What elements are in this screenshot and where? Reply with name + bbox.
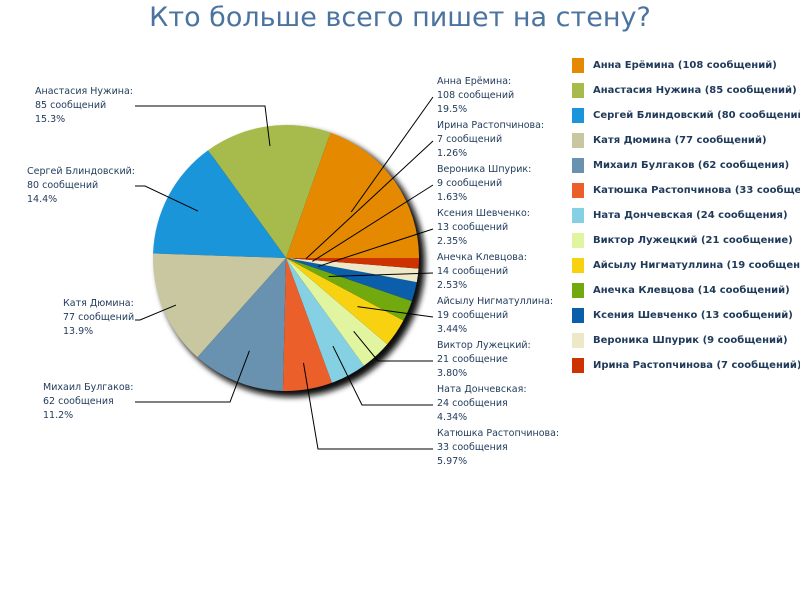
slice-label: Анна Ерёмина: 108 сообщений 19.5% xyxy=(437,76,514,115)
legend-label: Ксения Шевченко (13 сообщений) xyxy=(593,310,793,321)
legend-item[interactable]: Катя Дюмина (77 сообщений) xyxy=(572,128,800,153)
pie-slice xyxy=(286,258,419,283)
pie-slice xyxy=(286,258,388,366)
slice-label: Ната Дончевская: 24 сообщения 4.34% xyxy=(437,384,527,423)
legend-item[interactable]: Катюшка Растопчинова (33 сообщения xyxy=(572,178,800,203)
leader-line xyxy=(135,105,271,147)
legend-label: Михаил Булгаков (62 сообщения) xyxy=(593,160,790,171)
legend-item[interactable]: Анастасия Нужина (85 сообщений) xyxy=(572,78,800,103)
legend-item[interactable]: Ната Дончевская (24 сообщения) xyxy=(572,203,800,228)
leader-line xyxy=(302,362,433,450)
legend-label: Вероника Шпурик (9 сообщений) xyxy=(593,335,788,346)
leader-line xyxy=(305,140,434,260)
slice-label: Катя Дюмина: 77 сообщений 13.9% xyxy=(63,298,134,337)
legend-label: Ната Дончевская (24 сообщения) xyxy=(593,210,788,221)
slice-label: Михаил Булгаков: 62 сообщения 11.2% xyxy=(43,382,133,421)
legend-item[interactable]: Ксения Шевченко (13 сообщений) xyxy=(572,303,800,328)
legend-swatch xyxy=(572,333,584,348)
leader-line xyxy=(357,306,434,318)
legend-swatch xyxy=(572,158,584,173)
leader-line xyxy=(135,185,199,212)
leader-line xyxy=(328,272,434,278)
legend-label: Анастасия Нужина (85 сообщений) xyxy=(593,85,797,96)
legend-item[interactable]: Ирина Растопчинова (7 сообщений) xyxy=(572,353,800,378)
leader-line xyxy=(312,184,434,262)
slice-label: Ксения Шевченко: 13 сообщений 2.35% xyxy=(437,208,530,247)
leader-line xyxy=(350,96,434,213)
legend-item[interactable]: Айсылу Нигматуллина (19 сообщени xyxy=(572,253,800,278)
legend-swatch xyxy=(572,233,584,248)
legend-item[interactable]: Михаил Булгаков (62 сообщения) xyxy=(572,153,800,178)
legend-swatch xyxy=(572,358,584,373)
pie-slice xyxy=(286,258,364,383)
legend: Анна Ерёмина (108 сообщений) Анастасия Ну… xyxy=(572,53,800,378)
pie-slice xyxy=(286,258,419,269)
pie-slice xyxy=(197,258,286,391)
legend-swatch xyxy=(572,58,584,73)
chart-title: Кто больше всего пишет на стену? xyxy=(149,2,651,33)
legend-item[interactable]: Сергей Блиндовский (80 сообщений) xyxy=(572,103,800,128)
legend-swatch xyxy=(572,83,584,98)
legend-swatch xyxy=(572,208,584,223)
pie-slice xyxy=(153,150,286,258)
pie-slice xyxy=(152,253,286,358)
leader-line xyxy=(353,330,433,362)
pie-slice xyxy=(286,258,404,345)
legend-swatch xyxy=(572,133,584,148)
legend-item[interactable]: Анна Ерёмина (108 сообщений) xyxy=(572,53,800,78)
legend-label: Виктор Лужецкий (21 сообщение) xyxy=(593,235,793,246)
pie-slice xyxy=(282,258,332,391)
leader-line xyxy=(135,304,177,321)
leader-line xyxy=(332,345,433,406)
legend-swatch xyxy=(572,283,584,298)
legend-label: Анечка Клевцова (14 сообщений) xyxy=(593,285,790,296)
legend-label: Ирина Растопчинова (7 сообщений) xyxy=(593,360,800,371)
slice-label: Катюшка Растопчинова: 33 сообщения 5.97% xyxy=(437,428,559,467)
pie-slice xyxy=(208,124,331,258)
slice-label: Анастасия Нужина: 85 сообщений 15.3% xyxy=(35,86,133,125)
slice-label: Сергей Блиндовский: 80 сообщений 14.4% xyxy=(27,166,135,205)
leader-line xyxy=(318,228,434,267)
legend-label: Катя Дюмина (77 сообщений) xyxy=(593,135,767,146)
pie-slice xyxy=(286,258,417,302)
legend-label: Айсылу Нигматуллина (19 сообщени xyxy=(593,260,800,271)
legend-label: Сергей Блиндовский (80 сообщений) xyxy=(593,110,800,121)
pie-slice xyxy=(286,258,412,321)
slice-label: Вероника Шпурик: 9 сообщений 1.63% xyxy=(437,164,531,203)
legend-item[interactable]: Анечка Клевцова (14 сообщений) xyxy=(572,278,800,303)
legend-label: Катюшка Растопчинова (33 сообщения xyxy=(593,185,800,196)
slice-label: Айсылу Нигматуллина: 19 сообщений 3.44% xyxy=(437,296,553,335)
legend-swatch xyxy=(572,258,584,273)
slice-label: Анечка Клевцова: 14 сообщений 2.53% xyxy=(437,252,527,291)
pie-slice xyxy=(286,132,419,258)
slice-label: Виктор Лужецкий: 21 сообщение 3.80% xyxy=(437,340,531,379)
legend-swatch xyxy=(572,183,584,198)
legend-item[interactable]: Вероника Шпурик (9 сообщений) xyxy=(572,328,800,353)
legend-item[interactable]: Виктор Лужецкий (21 сообщение) xyxy=(572,228,800,253)
legend-swatch xyxy=(572,308,584,323)
legend-swatch xyxy=(572,108,584,123)
legend-label: Анна Ерёмина (108 сообщений) xyxy=(593,60,777,71)
slice-label: Ирина Растопчинова: 7 сообщений 1.26% xyxy=(437,120,544,159)
leader-line xyxy=(135,350,250,403)
